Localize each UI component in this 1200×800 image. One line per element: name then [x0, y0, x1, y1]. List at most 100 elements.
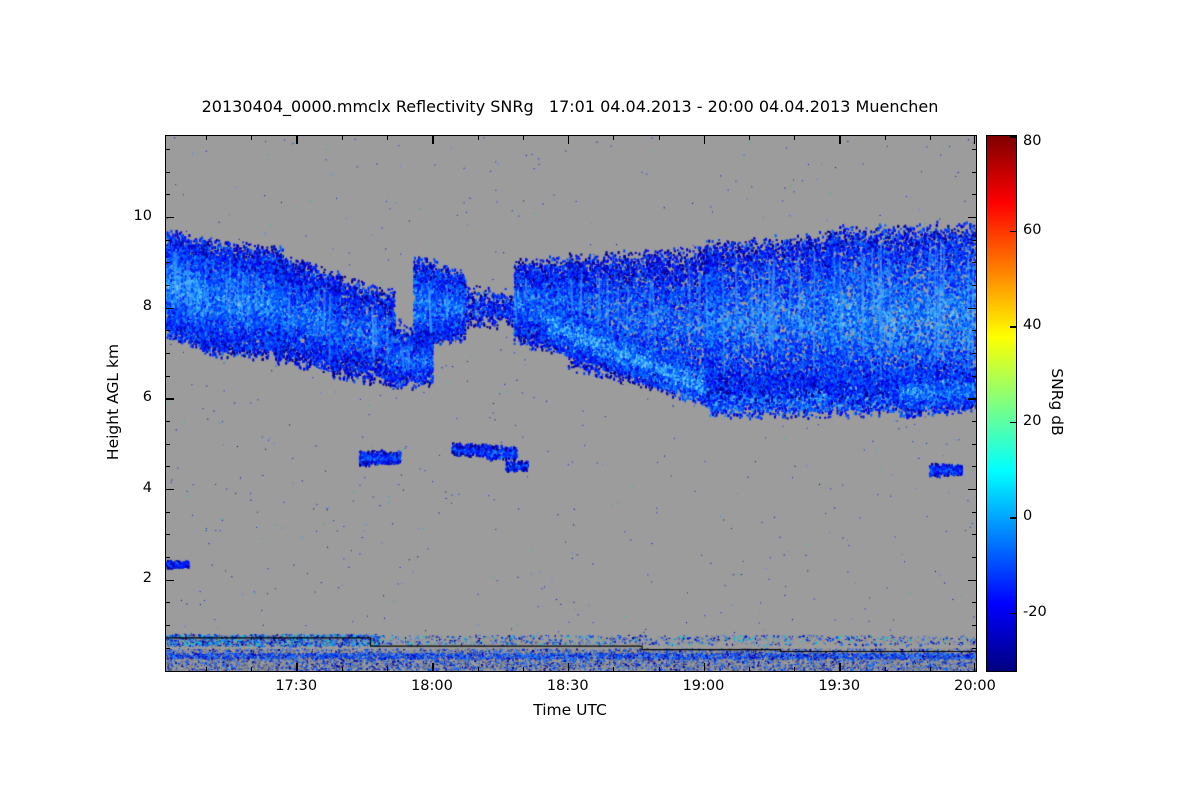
axis-tick — [296, 663, 298, 671]
axis-tick — [972, 602, 976, 604]
axis-tick — [166, 262, 170, 264]
axis-tick — [166, 171, 170, 173]
colorbar-tick-label: 40 — [1023, 317, 1042, 334]
axis-tick — [206, 667, 208, 671]
axis-tick — [296, 136, 298, 144]
x-tick-label: 20:00 — [954, 678, 996, 694]
axis-tick — [968, 488, 976, 491]
x-axis-label: Time UTC — [533, 701, 607, 719]
axis-tick — [522, 667, 524, 671]
axis-tick — [166, 647, 170, 649]
axis-tick — [972, 443, 976, 445]
axis-tick — [972, 625, 976, 627]
axis-tick — [749, 667, 751, 671]
axis-tick — [972, 466, 976, 468]
axis-tick — [794, 667, 796, 671]
axis-tick — [839, 136, 841, 144]
axis-tick — [968, 579, 976, 582]
axis-tick — [884, 667, 886, 671]
axis-tick — [387, 667, 389, 671]
y-tick-label: 2 — [142, 570, 152, 587]
axis-tick — [567, 663, 570, 671]
axis-tick — [839, 663, 841, 671]
axis-tick — [973, 663, 976, 671]
axis-tick — [251, 667, 253, 671]
x-tick-label: 18:00 — [411, 678, 453, 694]
axis-tick — [972, 353, 976, 355]
axis-tick — [749, 136, 751, 140]
colorbar-tick-label: 60 — [1023, 221, 1042, 238]
axis-tick — [613, 136, 615, 140]
colorbar-tick — [1010, 517, 1016, 519]
axis-tick — [972, 239, 976, 241]
axis-tick — [930, 667, 932, 671]
axis-tick — [166, 557, 170, 559]
x-tick-label: 19:00 — [682, 678, 725, 694]
axis-tick — [703, 663, 706, 671]
axis-tick — [166, 216, 174, 219]
y-tick-label: 8 — [142, 298, 152, 315]
x-tick-label: 17:30 — [275, 678, 318, 694]
axis-tick — [972, 534, 976, 536]
colorbar-tick-label: -20 — [1023, 603, 1047, 620]
axis-tick — [658, 667, 660, 671]
axis-tick — [972, 171, 976, 173]
x-tick-label: 18:30 — [546, 678, 589, 694]
axis-tick — [387, 136, 389, 140]
axis-tick — [968, 216, 976, 219]
axis-tick — [968, 398, 976, 400]
colorbar-tick — [1010, 230, 1016, 233]
plot-area — [165, 135, 977, 672]
axis-tick — [522, 136, 524, 140]
axis-tick — [972, 421, 976, 423]
axis-tick — [930, 136, 932, 140]
axis-tick — [658, 136, 660, 140]
colorbar-tick-label: 0 — [1023, 508, 1033, 525]
axis-tick — [477, 136, 479, 140]
axis-tick — [794, 136, 796, 140]
axis-tick — [166, 285, 170, 287]
axis-tick — [972, 149, 976, 151]
axis-tick — [972, 647, 976, 649]
colorbar-gradient — [987, 136, 1016, 671]
axis-tick — [166, 149, 170, 151]
axis-tick — [567, 136, 570, 144]
axis-tick — [972, 330, 976, 332]
axis-tick — [166, 239, 170, 241]
x-tick-label: 19:30 — [818, 678, 861, 694]
axis-tick — [166, 307, 174, 310]
axis-tick — [884, 136, 886, 140]
axis-tick — [972, 194, 976, 196]
axis-tick — [166, 194, 170, 196]
axis-tick — [166, 398, 174, 400]
axis-tick — [432, 663, 434, 671]
axis-tick — [166, 443, 170, 445]
colorbar — [986, 135, 1017, 672]
axis-tick — [166, 625, 170, 627]
axis-tick — [968, 307, 976, 310]
axis-tick — [166, 466, 170, 468]
axis-tick — [613, 667, 615, 671]
axis-tick — [166, 511, 170, 513]
axis-tick — [251, 136, 253, 140]
colorbar-tick — [1010, 326, 1016, 328]
axis-tick — [703, 136, 706, 144]
axis-tick — [166, 330, 170, 332]
axis-tick — [432, 136, 434, 144]
y-tick-label: 6 — [142, 388, 152, 405]
axis-tick — [972, 511, 976, 513]
axis-tick — [166, 488, 174, 491]
axis-tick — [166, 421, 170, 423]
axis-tick — [166, 375, 170, 377]
axis-tick — [972, 375, 976, 377]
axis-tick — [341, 667, 343, 671]
colorbar-tick — [1010, 421, 1016, 424]
chart-title: 20130404_0000.mmclx Reflectivity SNRg 17… — [201, 97, 939, 116]
y-tick-label: 4 — [142, 479, 152, 496]
axis-tick — [972, 285, 976, 287]
colorbar-tick-label: 80 — [1023, 133, 1042, 149]
axis-tick — [166, 579, 174, 582]
colorbar-tick — [1010, 136, 1016, 138]
axis-tick — [973, 136, 976, 144]
